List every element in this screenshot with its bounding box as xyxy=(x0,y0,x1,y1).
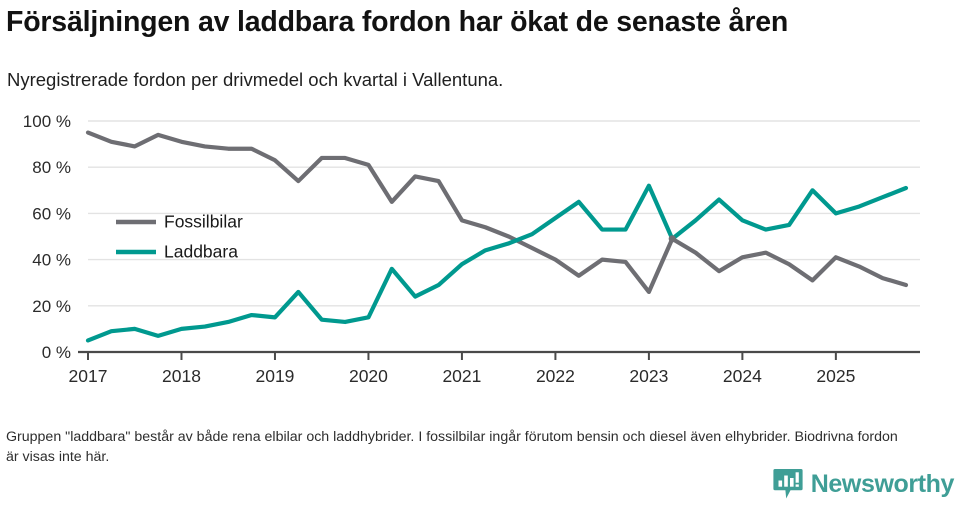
y-axis-tick-label: 40 % xyxy=(32,251,71,270)
series-line-laddbara xyxy=(85,183,909,343)
x-axis-tick-label: 2019 xyxy=(255,366,294,386)
x-axis-tick-label: 2017 xyxy=(69,366,108,386)
chart-legend: Fossilbilar Laddbara xyxy=(116,212,243,262)
legend-label: Fossilbilar xyxy=(164,212,243,232)
newsworthy-logo: Newsworthy xyxy=(773,467,954,501)
chart-subtitle: Nyregistrerade fordon per drivmedel och … xyxy=(7,69,504,90)
data-series xyxy=(85,130,909,343)
page-title: Försäljningen av laddbara fordon har öka… xyxy=(6,6,789,38)
x-axis-tick-label: 2025 xyxy=(816,366,855,386)
y-axis-tick-label: 60 % xyxy=(32,204,71,223)
y-axis-tick-label: 0 % xyxy=(42,343,71,362)
x-axis-tick-label: 2022 xyxy=(536,366,575,386)
crossover-marker xyxy=(668,235,676,243)
x-axis-tick-label: 2021 xyxy=(442,366,481,386)
data-markers xyxy=(668,235,676,243)
y-axis-labels: 0 % 20 % 40 % 60 % 80 % 100 % xyxy=(23,112,71,362)
x-axis-tick-label: 2020 xyxy=(349,366,388,386)
chart-plot-area: 0 % 20 % 40 % 60 % 80 % 100 % 2017 2018 2019 202… xyxy=(0,104,960,400)
bar-chart-bubble-icon xyxy=(773,469,803,499)
x-axis-tick-label: 2018 xyxy=(162,366,201,386)
x-axis-labels: 2017 2018 2019 2020 2021 2022 2023 2024 2025 xyxy=(69,366,856,386)
line-chart-svg: 0 % 20 % 40 % 60 % 80 % 100 % 2017 2018 2019 202… xyxy=(23,112,920,386)
y-axis-tick-label: 80 % xyxy=(32,158,71,177)
x-axis-tick-label: 2024 xyxy=(723,366,762,386)
series-line-fossilbilar xyxy=(85,130,909,295)
brand-name: Newsworthy xyxy=(810,470,955,498)
chart-footnote: Gruppen "laddbara" består av både rena e… xyxy=(6,429,898,465)
y-axis-tick-label: 20 % xyxy=(32,297,71,316)
legend-label: Laddbara xyxy=(164,242,238,262)
x-axis-tick-label: 2023 xyxy=(629,366,668,386)
y-axis-tick-label: 100 % xyxy=(23,112,71,131)
x-axis xyxy=(78,350,920,360)
